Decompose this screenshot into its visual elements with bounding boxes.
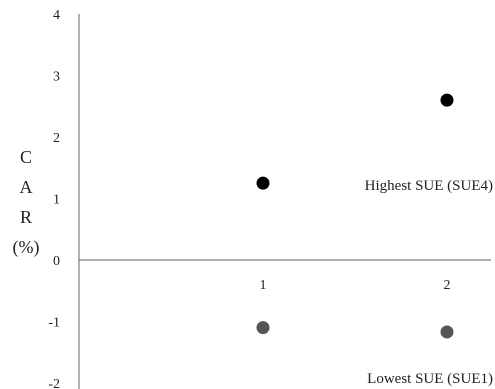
series-annotations: Highest SUE (SUE4) Lowest SUE (SUE1) [365,178,493,387]
data-points [256,93,454,339]
x-tick-label: 2 [444,278,451,293]
series-annotation: Lowest SUE (SUE1) [367,371,493,387]
y-axis-label-line: C [20,147,32,167]
axes [78,14,491,389]
y-axis-label-line: A [20,177,33,197]
y-axis-label-line: R [20,207,32,227]
series-annotation: Highest SUE (SUE4) [365,178,493,194]
y-axis-label-line: (%) [13,237,40,258]
y-tick-label: -2 [48,377,60,389]
lowest-sue-point [256,321,270,335]
highest-sue-point [440,93,454,107]
y-tick-label: 4 [53,8,60,23]
y-tick-label: 1 [53,193,60,208]
y-tick-label: 3 [53,70,60,85]
y-tick-label: 0 [53,254,60,269]
y-tick-label: -1 [48,316,60,331]
x-tick-label: 1 [260,278,267,293]
y-tick-label: 2 [53,131,60,146]
y-tick-labels: 4 3 2 1 0 -1 -2 [48,8,60,389]
lowest-sue-point [440,325,454,339]
y-axis-label: CAR (%) [13,147,40,258]
highest-sue-point [256,176,270,190]
